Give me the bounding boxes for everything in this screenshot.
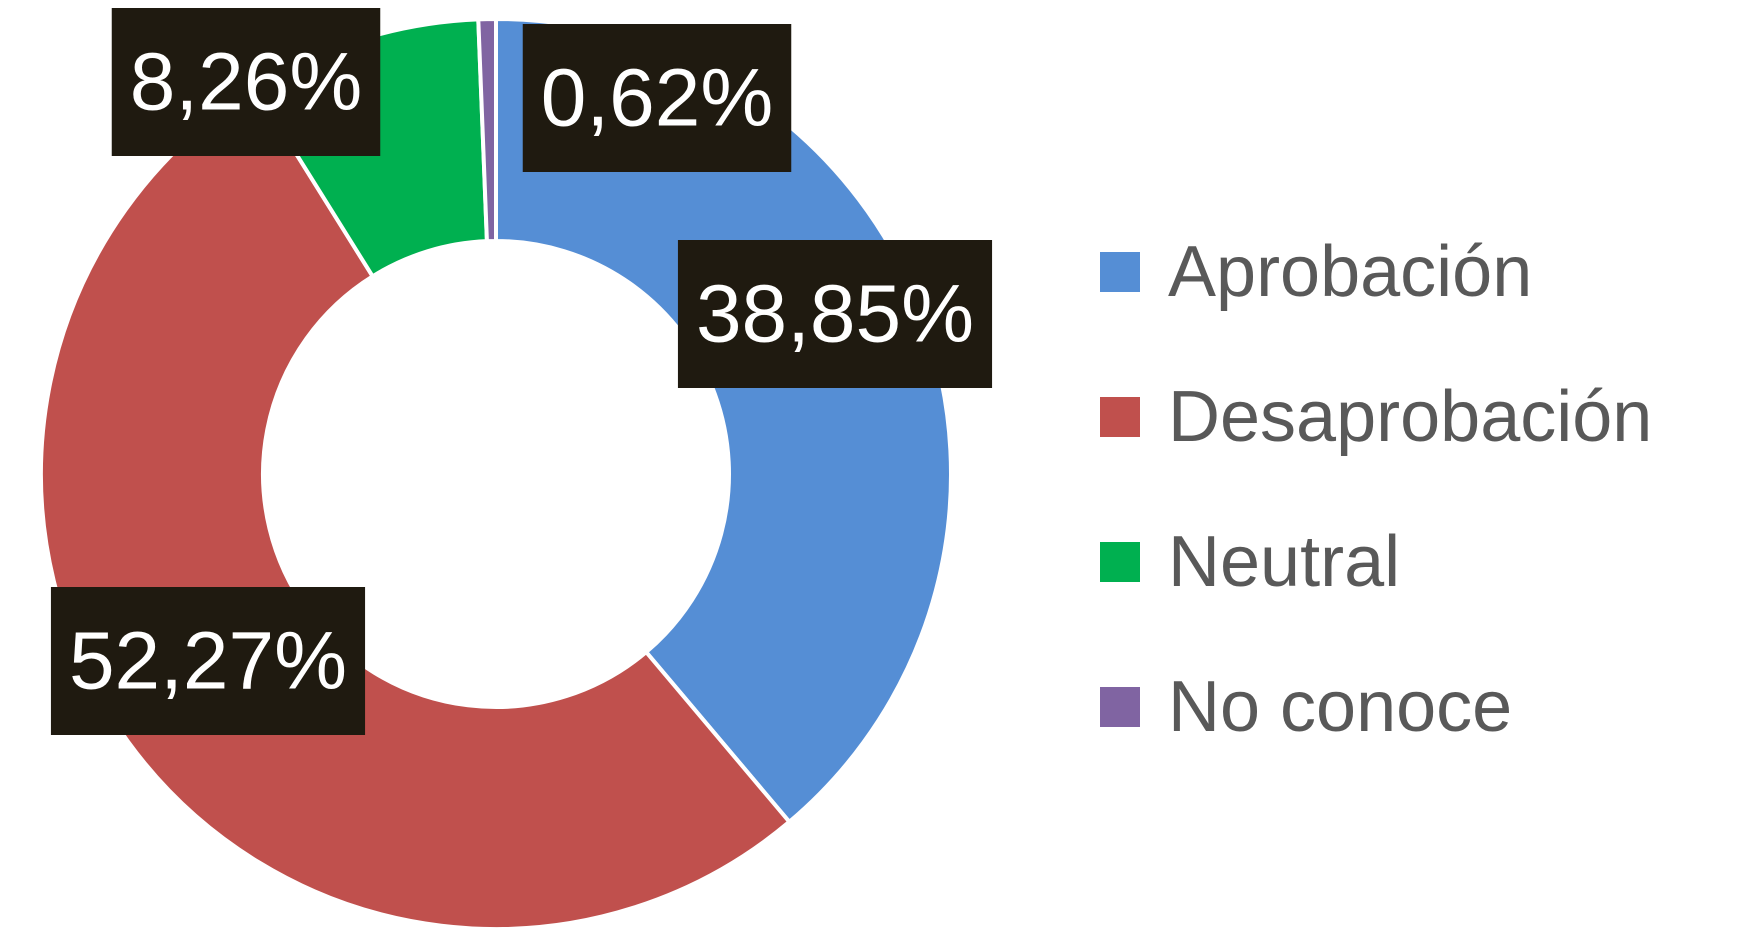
data-label: 52,27% [50, 587, 366, 735]
data-label-text: 8,26% [130, 37, 363, 128]
data-label: 38,85% [677, 240, 993, 388]
legend-swatch [1100, 687, 1140, 727]
data-label-box [50, 587, 366, 735]
legend-label: Desaprobación [1168, 377, 1652, 457]
legend-swatch [1100, 252, 1140, 292]
legend-label: Neutral [1168, 522, 1400, 602]
legend-swatch [1100, 397, 1140, 437]
data-label-text: 52,27% [69, 616, 347, 707]
data-label: 0,62% [522, 24, 792, 172]
data-label-box [111, 8, 381, 156]
legend-swatch [1100, 542, 1140, 582]
data-label-text: 0,62% [541, 53, 774, 144]
data-label-box [522, 24, 792, 172]
data-label-box [677, 240, 993, 388]
data-label-text: 38,85% [696, 269, 974, 360]
legend-label: Aprobación [1168, 232, 1532, 312]
legend-label: No conoce [1168, 667, 1512, 747]
data-label: 8,26% [111, 8, 381, 156]
donut-segment [476, 16, 498, 244]
